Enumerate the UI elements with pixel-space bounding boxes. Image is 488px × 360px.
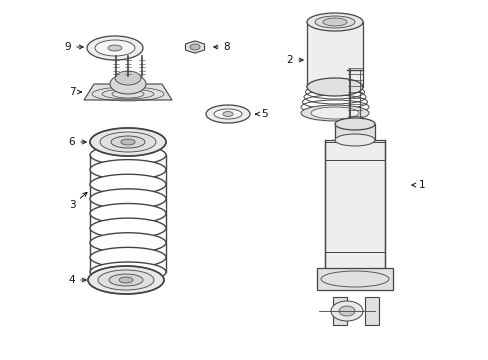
Ellipse shape — [323, 18, 346, 26]
Ellipse shape — [214, 109, 242, 119]
Ellipse shape — [90, 174, 165, 194]
Ellipse shape — [306, 13, 362, 31]
Ellipse shape — [90, 145, 165, 165]
Bar — [325, 140, 384, 270]
Text: 9: 9 — [64, 42, 83, 52]
Ellipse shape — [301, 105, 368, 121]
Ellipse shape — [95, 40, 135, 56]
Ellipse shape — [119, 277, 133, 283]
Ellipse shape — [115, 71, 141, 85]
Polygon shape — [185, 41, 204, 53]
Ellipse shape — [90, 262, 165, 282]
Ellipse shape — [223, 112, 232, 117]
Ellipse shape — [330, 301, 362, 321]
Text: 3: 3 — [68, 193, 87, 210]
Text: 4: 4 — [68, 275, 86, 285]
Polygon shape — [84, 84, 172, 100]
Ellipse shape — [111, 136, 145, 148]
Ellipse shape — [109, 274, 142, 286]
Ellipse shape — [190, 44, 200, 50]
Ellipse shape — [90, 247, 165, 267]
Bar — [334, 124, 374, 140]
Ellipse shape — [334, 134, 374, 146]
Ellipse shape — [87, 36, 142, 60]
Ellipse shape — [98, 270, 154, 290]
Ellipse shape — [121, 139, 135, 145]
Text: 1: 1 — [411, 180, 425, 190]
Ellipse shape — [90, 159, 165, 180]
Ellipse shape — [320, 271, 388, 287]
Text: 5: 5 — [255, 109, 268, 119]
Text: 6: 6 — [68, 137, 86, 147]
Ellipse shape — [90, 233, 165, 253]
Ellipse shape — [306, 78, 362, 96]
Ellipse shape — [334, 118, 374, 130]
Ellipse shape — [90, 218, 165, 238]
Ellipse shape — [110, 74, 146, 94]
Bar — [316, 268, 392, 290]
Ellipse shape — [108, 45, 122, 51]
Ellipse shape — [310, 107, 358, 119]
Ellipse shape — [90, 189, 165, 209]
Text: 8: 8 — [213, 42, 230, 52]
Bar — [332, 297, 346, 325]
Ellipse shape — [88, 266, 163, 294]
Ellipse shape — [338, 306, 354, 316]
Text: 2: 2 — [286, 55, 303, 65]
Ellipse shape — [90, 128, 165, 156]
Text: 7: 7 — [68, 87, 81, 97]
Bar — [364, 297, 378, 325]
Ellipse shape — [314, 16, 354, 28]
Ellipse shape — [205, 105, 249, 123]
Ellipse shape — [100, 132, 156, 152]
Ellipse shape — [90, 203, 165, 224]
Bar — [306, 22, 362, 87]
